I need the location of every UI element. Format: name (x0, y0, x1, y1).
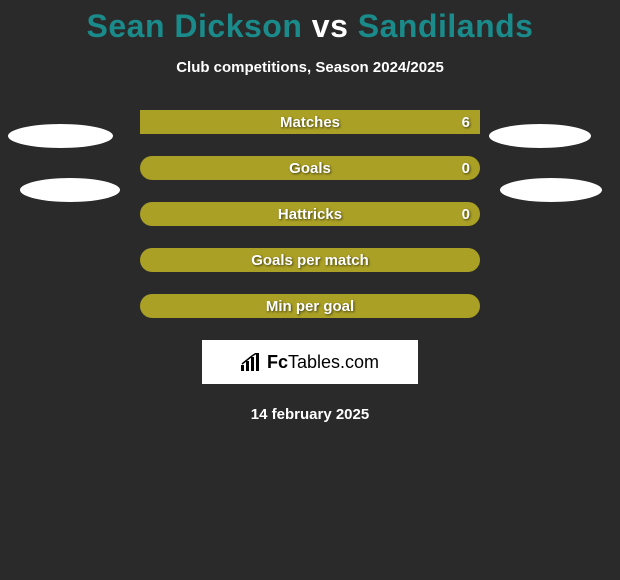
logo-box[interactable]: FcTables.com (202, 340, 418, 384)
subtitle: Club competitions, Season 2024/2025 (0, 59, 620, 76)
fctables-logo: FcTables.com (241, 352, 379, 373)
stat-row: Goals0 (140, 156, 480, 180)
logo-post: Tables (288, 352, 340, 372)
stat-row: Hattricks0 (140, 202, 480, 226)
stat-label: Hattricks (140, 202, 480, 226)
bar-chart-icon (241, 353, 263, 371)
decor-ellipse-0 (8, 124, 113, 148)
decor-ellipse-3 (500, 178, 602, 202)
decor-ellipse-1 (489, 124, 591, 148)
stat-value: 6 (462, 110, 470, 134)
vs-text: vs (302, 8, 357, 44)
logo-suffix: .com (340, 352, 379, 372)
stat-row: Goals per match (140, 248, 480, 272)
stat-value: 0 (462, 202, 470, 226)
comparison-card: Sean Dickson vs Sandilands Club competit… (0, 0, 620, 423)
player2-name: Sandilands (358, 8, 534, 44)
decor-ellipse-2 (20, 178, 120, 202)
stat-label: Min per goal (140, 294, 480, 318)
page-title: Sean Dickson vs Sandilands (0, 8, 620, 45)
stat-label: Goals (140, 156, 480, 180)
stat-value: 0 (462, 156, 470, 180)
stat-label: Matches (140, 110, 480, 134)
stat-label: Goals per match (140, 248, 480, 272)
stat-row: Min per goal (140, 294, 480, 318)
date: 14 february 2025 (0, 406, 620, 423)
stat-row: Matches6 (140, 110, 480, 134)
logo-pre: Fc (267, 352, 288, 372)
player1-name: Sean Dickson (87, 8, 303, 44)
